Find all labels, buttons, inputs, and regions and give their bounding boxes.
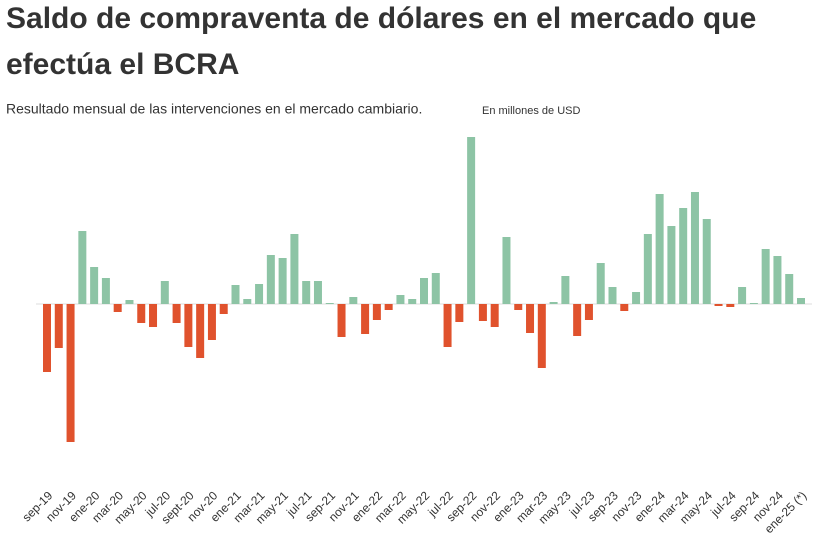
bar [749,303,758,304]
bar [702,219,711,304]
bar [101,278,110,304]
bar [290,234,299,304]
bar [690,192,699,304]
bar [302,281,311,304]
bar [266,255,275,304]
bar [184,304,193,347]
bar [325,303,334,304]
bar [490,304,499,327]
bar [243,299,252,304]
bar [455,304,464,322]
bar [219,304,228,314]
chart-title: Saldo de compraventa de dólares en el me… [6,2,756,35]
bar [443,304,452,347]
unit-note: En millones de USD [482,105,580,117]
bar [797,298,805,304]
bar [549,302,558,304]
bar [537,304,546,368]
bar [679,208,688,304]
bar [573,304,582,336]
bar [361,304,370,334]
bar [196,304,205,358]
bar [43,304,51,372]
bar [773,256,782,304]
bar [90,267,99,304]
bar [125,300,134,304]
bar [761,249,770,304]
bar [655,194,664,304]
bar [160,281,169,304]
bar [172,304,181,323]
bar [137,304,146,323]
bar [54,304,63,348]
bar [431,273,440,304]
bar [78,231,87,304]
bar [785,274,794,304]
bar [349,297,358,304]
bar [726,304,735,307]
bar [207,304,216,340]
bar [372,304,381,320]
bar [632,292,641,304]
bar [667,226,676,304]
bar [231,285,240,304]
bar [255,284,264,304]
bar [643,234,652,304]
bar [420,278,428,304]
bar [408,299,417,304]
bar [384,304,393,310]
bar [526,304,535,333]
bar [337,304,346,337]
bar [738,287,747,304]
chart-title: efectúa el BCRA [6,48,239,81]
bar [561,276,570,304]
bar [396,295,405,304]
bar [608,287,617,304]
chart-subtitle: Resultado mensual de las intervenciones … [6,101,422,117]
bar [502,237,511,304]
bar [714,304,723,306]
bar [149,304,158,327]
bar [584,304,593,320]
bar [514,304,523,310]
bar [596,263,605,304]
bar [278,258,287,304]
bar [478,304,487,321]
bar [467,137,476,304]
bar [313,281,322,304]
bar [113,304,122,312]
bar [620,304,629,311]
bar [66,304,75,442]
